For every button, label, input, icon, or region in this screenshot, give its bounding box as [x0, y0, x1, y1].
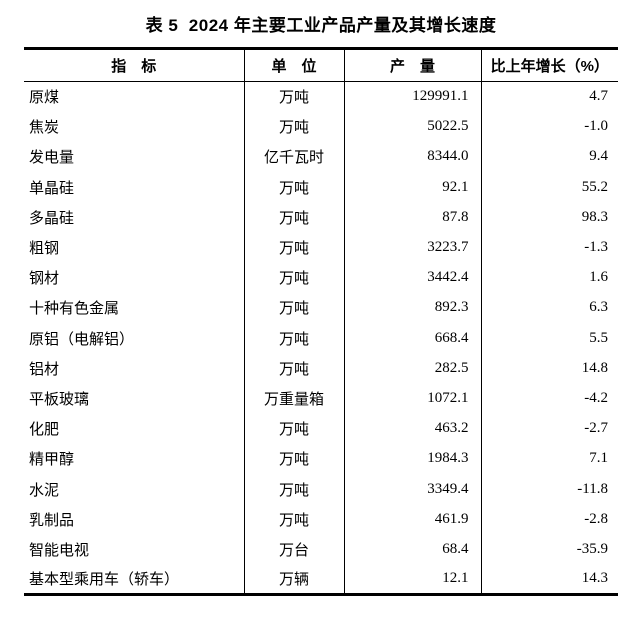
table-row: 粗钢 万吨 3223.7 -1.3: [24, 232, 618, 263]
output-cell: 5022.5: [343, 111, 481, 142]
growth-cell: 55.2: [480, 172, 618, 203]
output-cell: 3223.7: [343, 232, 481, 263]
indicator-cell: 多晶硅: [29, 210, 75, 227]
output-cell: 892.3: [343, 292, 481, 323]
indicator-cell: 发电量: [29, 150, 75, 167]
table-row: 精甲醇 万吨 1984.3 7.1: [24, 443, 618, 474]
table-row: 原煤 万吨 129991.1 4.7: [24, 81, 618, 112]
output-cell: 1984.3: [343, 443, 481, 474]
indicator-cell: 化肥: [29, 422, 60, 439]
growth-cell: -4.2: [480, 383, 618, 414]
table-row: 发电量 亿千瓦时 8344.0 9.4: [24, 141, 618, 173]
growth-cell: -1.0: [480, 111, 618, 142]
growth-cell: 6.3: [480, 292, 618, 323]
table-row: 焦炭 万吨 5022.5 -1.0: [24, 111, 618, 142]
output-cell: 92.1: [343, 172, 481, 203]
unit-cell: 万吨: [243, 353, 344, 384]
output-cell: 1072.1: [343, 383, 481, 414]
output-cell: 12.1: [343, 564, 481, 595]
output-cell: 463.2: [343, 413, 481, 444]
growth-cell: 1.6: [480, 262, 618, 293]
unit-cell: 万吨: [243, 172, 344, 203]
table-row: 多晶硅 万吨 87.8 98.3: [24, 202, 618, 233]
unit-cell: 万吨: [243, 443, 344, 474]
header-row: 指 标 单 位 产 量 比上年增长（%）: [24, 48, 618, 82]
indicator-cell: 智能电视: [29, 542, 90, 559]
table-row: 钢材 万吨 3442.4 1.6: [24, 262, 618, 293]
unit-cell: 万吨: [243, 111, 344, 142]
indicator-cell: 十种有色金属: [29, 301, 120, 318]
table-body: 原煤 万吨 129991.1 4.7 焦炭 万吨 5022.5 -1.0 发电量 亿千瓦时 8344…: [24, 81, 618, 595]
table-header: 指 标 单 位 产 量 比上年增长（%）: [24, 48, 618, 82]
output-cell: 282.5: [343, 353, 481, 384]
output-cell: 129991.1: [343, 81, 481, 112]
unit-cell: 万吨: [243, 323, 344, 354]
growth-cell: -35.9: [480, 534, 618, 565]
indicator-cell: 铝材: [29, 361, 60, 378]
growth-cell: 5.5: [480, 323, 618, 354]
unit-cell: 万吨: [243, 232, 344, 263]
table-row: 十种有色金属 万吨 892.3 6.3: [24, 292, 618, 323]
output-cell: 3442.4: [343, 262, 481, 293]
output-cell: 461.9: [343, 504, 481, 535]
output-cell: 87.8: [343, 202, 481, 233]
table-row: 乳制品 万吨 461.9 -2.8: [24, 504, 618, 535]
table-row: 水泥 万吨 3349.4 -11.8: [24, 473, 618, 505]
table-row: 基本型乘用车（轿车） 万辆 12.1 14.3: [24, 564, 618, 595]
indicator-cell: 精甲醇: [29, 452, 75, 469]
growth-cell: 14.3: [480, 564, 618, 595]
unit-cell: 万吨: [243, 413, 344, 444]
unit-cell: 万吨: [243, 262, 344, 293]
growth-cell: 4.7: [480, 81, 618, 112]
unit-cell: 万吨: [243, 504, 344, 535]
indicator-cell: 基本型乘用车（轿车）: [29, 572, 180, 589]
unit-cell: 万吨: [243, 292, 344, 323]
unit-cell: 万重量箱: [243, 383, 344, 414]
header-growth: 比上年增长（%）: [480, 48, 618, 82]
table-row: 化肥 万吨 463.2 -2.7: [24, 413, 618, 444]
header-indicator: 指 标: [24, 48, 244, 82]
table-row: 原铝（电解铝） 万吨 668.4 5.5: [24, 323, 618, 354]
growth-cell: 98.3: [480, 202, 618, 233]
indicator-cell: 焦炭: [29, 120, 60, 137]
table-row: 铝材 万吨 282.5 14.8: [24, 353, 618, 384]
header-unit: 单 位: [243, 48, 344, 82]
indicator-cell: 粗钢: [29, 241, 60, 258]
output-cell: 68.4: [343, 534, 481, 565]
unit-cell: 万辆: [243, 564, 344, 595]
header-output: 产 量: [343, 48, 481, 82]
unit-cell: 万吨: [243, 202, 344, 233]
unit-cell: 万吨: [243, 81, 344, 112]
output-cell: 8344.0: [343, 141, 481, 173]
output-cell: 3349.4: [343, 473, 481, 505]
growth-cell: -2.8: [480, 504, 618, 535]
growth-cell: -2.7: [480, 413, 618, 444]
table-row: 单晶硅 万吨 92.1 55.2: [24, 172, 618, 203]
industrial-output-table: 指 标 单 位 产 量 比上年增长（%） 原煤 万吨 129991.1 4.7 焦炭 万吨…: [24, 47, 618, 597]
growth-cell: -1.3: [480, 232, 618, 263]
growth-cell: 14.8: [480, 353, 618, 384]
unit-cell: 亿千瓦时: [243, 141, 344, 173]
indicator-cell: 平板玻璃: [29, 391, 90, 408]
indicator-cell: 钢材: [29, 271, 60, 288]
indicator-cell: 原铝（电解铝）: [29, 331, 135, 348]
indicator-cell: 原煤: [29, 90, 60, 107]
growth-cell: 7.1: [480, 443, 618, 474]
indicator-cell: 水泥: [29, 482, 60, 499]
page-title: 表 5 2024 年主要工业产品产量及其增长速度: [145, 16, 497, 35]
unit-cell: 万台: [243, 534, 344, 565]
output-cell: 668.4: [343, 323, 481, 354]
unit-cell: 万吨: [243, 473, 344, 505]
growth-cell: 9.4: [480, 141, 618, 173]
indicator-cell: 乳制品: [29, 512, 75, 529]
table-row: 平板玻璃 万重量箱 1072.1 -4.2: [24, 383, 618, 414]
table-row: 智能电视 万台 68.4 -35.9: [24, 534, 618, 565]
indicator-cell: 单晶硅: [29, 180, 75, 197]
growth-cell: -11.8: [480, 473, 618, 505]
